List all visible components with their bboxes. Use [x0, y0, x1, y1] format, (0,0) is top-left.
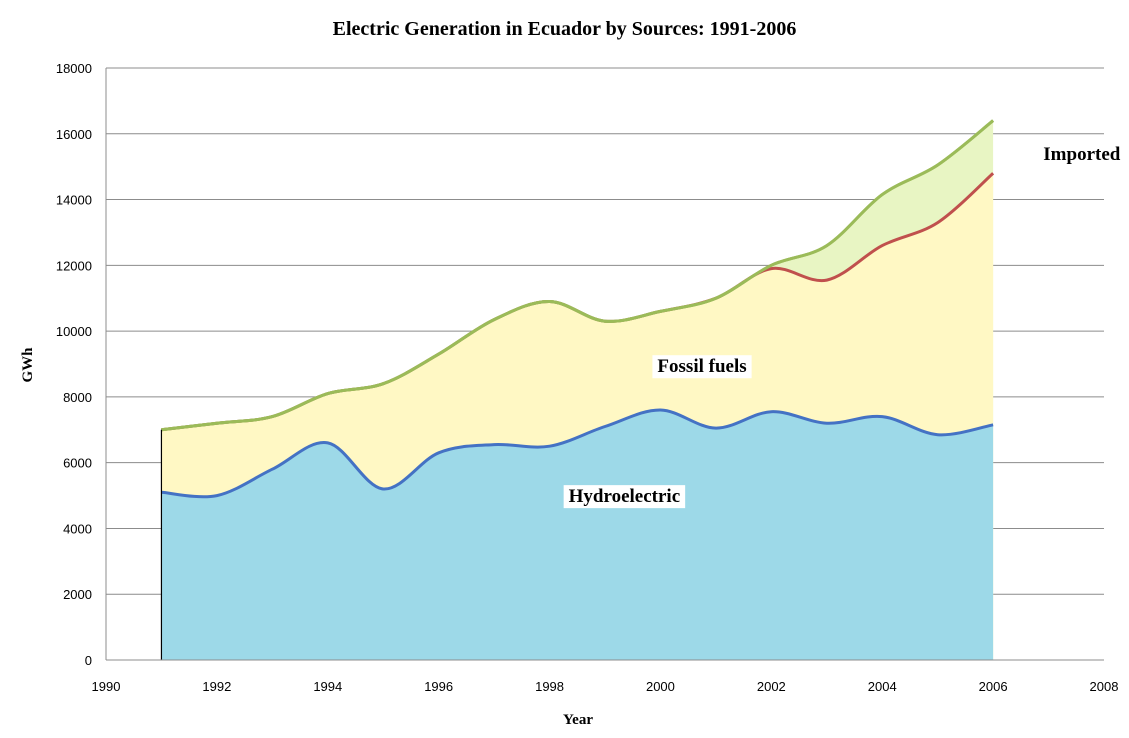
x-tick-label: 1996 [424, 679, 453, 694]
y-tick-label: 8000 [63, 390, 92, 405]
series-labels: Hydroelectric Fossil fuels Imported [563, 143, 1126, 509]
label-imported: Imported [1043, 144, 1120, 165]
y-tick-label: 12000 [56, 258, 92, 273]
label-hydroelectric: Hydroelectric [569, 486, 681, 507]
x-tick-label: 1994 [313, 679, 342, 694]
y-tick-label: 6000 [63, 456, 92, 471]
x-tick-label: 2002 [757, 679, 786, 694]
y-tick-label: 14000 [56, 193, 92, 208]
line-hydroelectric [161, 408, 994, 499]
y-axis-label: GWh [20, 347, 36, 383]
tick-labels: 0 2000 4000 6000 8000 10000 12000 14000 16000 180… [56, 61, 1119, 694]
chart-title: Electric Generation in Ecuador by Source… [332, 18, 797, 40]
label-imported-background [1038, 143, 1126, 167]
x-tick-label: 1990 [92, 679, 121, 694]
x-tick-label: 2008 [1090, 679, 1119, 694]
axes [105, 68, 1104, 661]
y-tick-label: 4000 [63, 521, 92, 536]
y-tick-label: 16000 [56, 127, 92, 142]
label-fossil-fuels-background [652, 355, 752, 379]
series-lines [161, 119, 995, 499]
x-tick-label: 1992 [202, 679, 231, 694]
label-fossil-fuels: Fossil fuels [657, 356, 746, 377]
x-tick-label: 2000 [646, 679, 675, 694]
y-tick-label: 10000 [56, 324, 92, 339]
y-tick-label: 0 [85, 653, 92, 668]
x-tick-label: 2004 [868, 679, 897, 694]
x-tick-label: 1998 [535, 679, 564, 694]
label-hydroelectric-background [563, 485, 686, 509]
y-tick-label: 18000 [56, 61, 92, 76]
line-total [161, 119, 995, 432]
x-axis-label: Year [563, 712, 593, 728]
area-layers [161, 120, 994, 661]
y-tick-label: 2000 [63, 587, 92, 602]
area-hydroelectric [161, 409, 994, 660]
x-tick-label: 2006 [979, 679, 1008, 694]
